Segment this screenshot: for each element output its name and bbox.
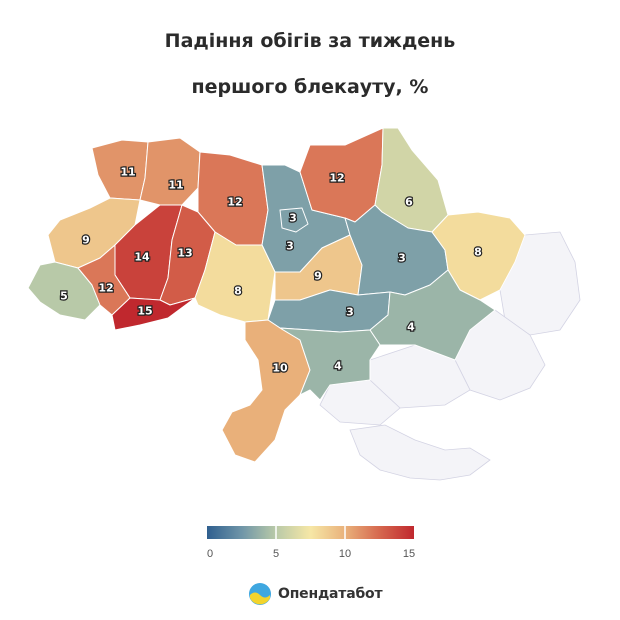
occupied-territories	[319, 231, 581, 481]
region-value-vinnytsia: 8	[234, 285, 242, 298]
region-value-zhytomyr: 12	[227, 196, 242, 209]
legend-tick-10: 10	[339, 548, 351, 560]
region-value-lviv: 9	[82, 234, 90, 247]
region-value-volyn: 11	[120, 166, 135, 179]
region-value-poltava: 3	[398, 252, 406, 265]
region-mykolaiv	[279, 327, 381, 401]
legend: 0 5 10 15	[207, 526, 415, 560]
region-value-mykolaiv: 4	[334, 360, 342, 373]
region-value-khmelnytskyi: 13	[177, 247, 192, 260]
chart-title-line-1: Падіння обігів за тиждень	[164, 30, 456, 52]
region-value-kharkiv: 8	[474, 246, 482, 259]
region-value-ivano-frankivsk: 12	[98, 282, 113, 295]
region-value-chernihiv: 12	[329, 172, 344, 185]
brand-logo: Опендатабот	[248, 582, 383, 606]
region-crimea	[349, 424, 491, 481]
region-value-kyiv-city: 3	[289, 212, 297, 225]
opendatabot-logo-icon	[249, 583, 271, 605]
region-kyiv-city	[279, 207, 309, 233]
region-value-chernivtsi: 15	[137, 305, 152, 318]
region-value-sumy: 6	[405, 196, 413, 209]
region-value-kyiv-oblast: 3	[286, 240, 294, 253]
region-value-kirovohrad: 3	[346, 306, 354, 319]
region-chernivtsi	[111, 297, 196, 331]
region-zakarpattia	[27, 261, 101, 321]
legend-tick-15: 15	[403, 548, 415, 560]
brand-name: Опендатабот	[278, 586, 383, 602]
region-rivne	[139, 137, 201, 206]
region-value-ternopil: 14	[134, 251, 150, 264]
region-value-rivne: 11	[168, 179, 183, 192]
region-value-dnipropetrovsk: 4	[407, 321, 415, 334]
region-kharkiv	[431, 211, 526, 301]
legend-tick-5: 5	[273, 548, 279, 560]
chart-title-line-2: першого блекауту, %	[191, 76, 429, 98]
region-dnipropetrovsk	[369, 269, 496, 361]
region-value-odesa: 10	[272, 362, 288, 375]
legend-gradient-bar	[207, 526, 414, 539]
region-value-zakarpattia: 5	[60, 290, 68, 303]
legend-tick-0: 0	[207, 548, 213, 560]
region-value-cherkasy: 9	[314, 270, 322, 283]
region-odesa	[221, 319, 311, 463]
